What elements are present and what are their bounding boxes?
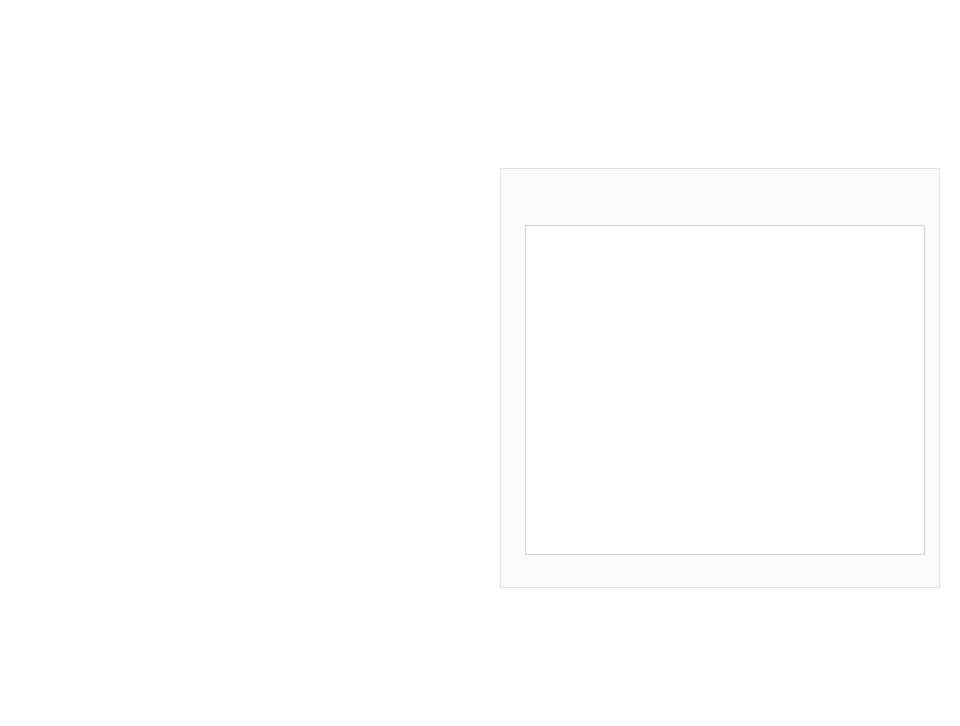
house-logo-icon: [800, 8, 930, 94]
pcm-chart: [525, 225, 925, 555]
room-temperature-chart: [18, 200, 468, 650]
